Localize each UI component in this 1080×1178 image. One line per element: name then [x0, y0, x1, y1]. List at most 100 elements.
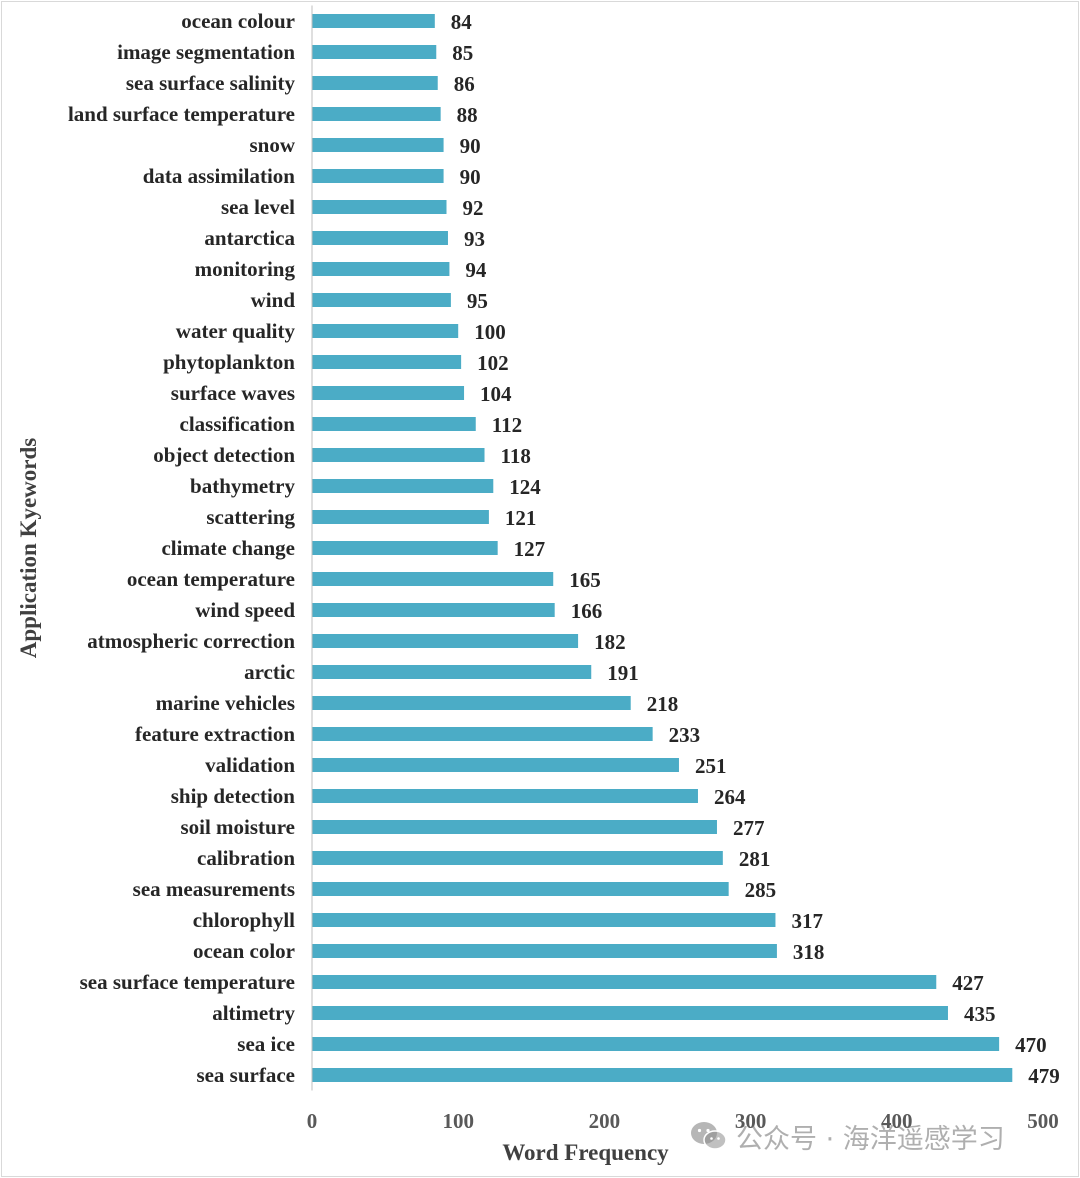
data-label: 102 [477, 351, 509, 375]
wechat-icon [691, 1122, 727, 1150]
data-label: 127 [514, 537, 546, 561]
category-label: classification [180, 412, 296, 436]
category-labels: ocean colour image segmentation sea surfac… [68, 9, 296, 1087]
data-label: 85 [452, 41, 473, 65]
category-label: snow [249, 133, 295, 157]
category-label: calibration [197, 846, 295, 870]
category-label: object detection [153, 443, 295, 467]
data-label: 435 [964, 1002, 996, 1026]
value-labels: 84 85 86 88 90 90 92 93 94 95 100 102 104 112 118 124 12… [451, 10, 1060, 1088]
bar-sea-ice [312, 1037, 1000, 1051]
category-label: ocean temperature [127, 567, 295, 591]
data-label: 94 [465, 258, 487, 282]
data-label: 182 [594, 630, 626, 654]
bar-soil-moisture [312, 820, 717, 834]
data-label: 92 [463, 196, 484, 220]
category-label: chlorophyll [193, 908, 295, 932]
x-axis-title: Word Frequency [502, 1140, 669, 1165]
x-tick-label: 0 [307, 1109, 318, 1133]
data-label: 118 [501, 444, 531, 468]
watermark-text: 公众号 · 海洋遥感学习 [736, 1123, 1005, 1155]
category-label: antarctica [204, 226, 295, 250]
data-label: 100 [474, 320, 506, 344]
bar-phytoplankton [312, 355, 462, 369]
bar-object-detection [312, 448, 485, 462]
data-label: 84 [451, 10, 473, 34]
data-label: 479 [1028, 1064, 1060, 1088]
x-tick-label: 300 [735, 1109, 767, 1133]
bar-climate-change [312, 541, 498, 555]
data-label: 90 [460, 134, 481, 158]
x-tick-label: 200 [589, 1109, 621, 1133]
category-label: sea measurements [133, 877, 295, 901]
bar-ocean-temperature [312, 572, 554, 586]
bar-marine-vehicles [312, 696, 631, 710]
bar-monitoring [312, 262, 450, 276]
category-label: wind [251, 288, 296, 312]
category-label: ocean color [193, 939, 295, 963]
category-label: altimetry [212, 1001, 295, 1025]
category-label: sea surface salinity [126, 71, 296, 95]
data-label: 318 [793, 940, 825, 964]
bar-snow [312, 138, 444, 152]
bar-wind [312, 293, 451, 307]
category-label: scattering [206, 505, 295, 529]
data-label: 104 [480, 382, 512, 406]
category-label: wind speed [195, 598, 295, 622]
category-label: feature extraction [135, 722, 295, 746]
bar-sea-surface-salinity [312, 76, 438, 90]
bar-data-assimilation [312, 169, 444, 183]
category-label: water quality [176, 319, 296, 343]
category-label: marine vehicles [156, 691, 295, 715]
bar-wind-speed [312, 603, 555, 617]
data-label: 191 [607, 661, 639, 685]
data-label: 93 [464, 227, 485, 251]
x-tick-labels: 0 100 200 300 400 500 [307, 1109, 1059, 1133]
category-label: monitoring [195, 257, 296, 281]
data-label: 166 [571, 599, 603, 623]
bar-antarctica [312, 231, 448, 245]
data-label: 218 [647, 692, 679, 716]
bar-ocean-colour [312, 14, 435, 28]
watermark: 公众号 · 海洋遥感学习 [690, 1116, 1005, 1156]
data-label: 233 [669, 723, 701, 747]
bar-scattering [312, 510, 489, 524]
bar-image-segmentation [312, 45, 437, 59]
category-label: climate change [161, 536, 295, 560]
bar-bathymetry [312, 479, 494, 493]
data-label: 95 [467, 289, 488, 313]
bar-land-surface-temperature [312, 107, 441, 121]
category-label: data assimilation [143, 164, 296, 188]
bar-atmospheric-correction [312, 634, 579, 648]
category-label: sea surface [196, 1063, 295, 1087]
data-label: 281 [739, 847, 771, 871]
y-axis-title: Application Kyewords [16, 438, 41, 658]
data-label: 317 [791, 909, 823, 933]
data-label: 124 [509, 475, 541, 499]
category-label: arctic [244, 660, 295, 684]
data-label: 285 [745, 878, 777, 902]
category-label: surface waves [171, 381, 295, 405]
data-label: 427 [952, 971, 984, 995]
data-label: 112 [492, 413, 522, 437]
bar-water-quality [312, 324, 459, 338]
x-tick-label: 500 [1027, 1109, 1059, 1133]
data-label: 264 [714, 785, 746, 809]
bar-arctic [312, 665, 592, 679]
bar-sea-measurements [312, 882, 729, 896]
data-label: 88 [457, 103, 478, 127]
bar-sea-level [312, 200, 447, 214]
bars-group [312, 14, 1013, 1082]
bar-validation [312, 758, 679, 772]
bar-calibration [312, 851, 723, 865]
data-label: 121 [505, 506, 536, 530]
category-label: image segmentation [117, 40, 295, 64]
data-label: 251 [695, 754, 727, 778]
bar-feature-extraction [312, 727, 653, 741]
data-label: 90 [460, 165, 481, 189]
bar-classification [312, 417, 476, 431]
data-label: 86 [454, 72, 475, 96]
category-label: ocean colour [181, 9, 295, 33]
bar-surface-waves [312, 386, 465, 400]
